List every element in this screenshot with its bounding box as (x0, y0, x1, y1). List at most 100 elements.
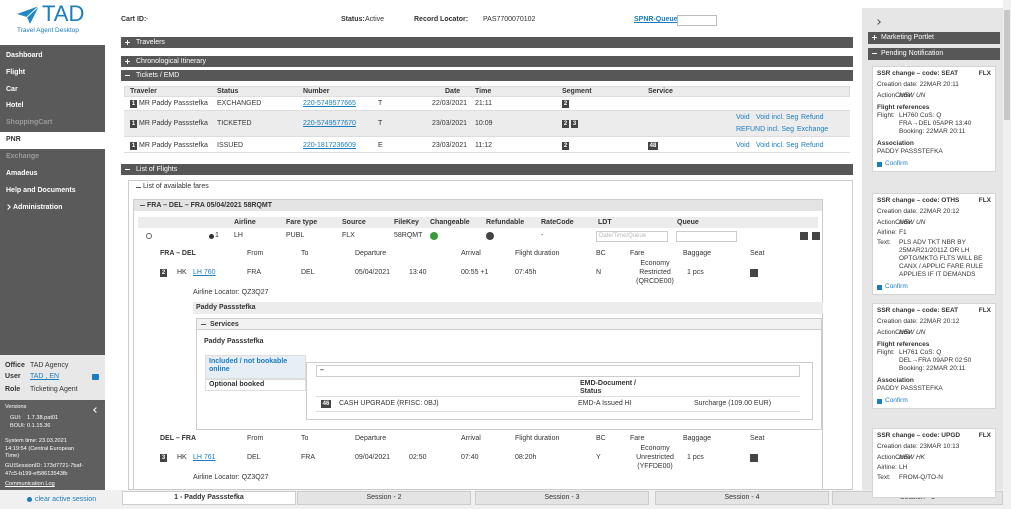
notification-line: DEL→FRA 09APR 02:50 (899, 357, 972, 364)
notification-lines: PLS ADV TKT NBR BY 25MAR21/2011Z OR LH OPT… (899, 239, 983, 279)
sidebar-versions (0, 400, 105, 490)
segment-column: Baggage (683, 435, 712, 442)
segment-index: 2 (160, 269, 167, 277)
cart-label: Cart ID: (121, 16, 147, 23)
notification-head: SSR change – code: SEAT FLX (877, 70, 991, 78)
segment-column: From (247, 250, 264, 257)
notification-value: NEW UN (899, 219, 926, 226)
segment-column: To (301, 250, 309, 257)
section-title: Chronological Itinerary (136, 58, 207, 65)
notification-text: Creation date: 22MAR 20:12 (877, 318, 960, 325)
menu-item[interactable]: Flight (6, 69, 26, 76)
logout-icon (92, 374, 99, 380)
notification-line: LH760 CoS: Q (899, 112, 942, 119)
segment-from: FRA (247, 269, 261, 276)
emd-bar (316, 365, 800, 377)
segment-status: HK (177, 269, 187, 276)
ticket-action[interactable]: REFUND incl. Seg (736, 126, 794, 133)
notification-row: ActionCode: NEW UN (877, 219, 991, 227)
offer-title: FRA – DEL – FRA 05/04/2021 58RQMT (147, 202, 273, 209)
menu-item[interactable]: Administration (13, 204, 63, 211)
section-bar[interactable] (121, 37, 853, 48)
service-tab[interactable]: Included / not bookable online (209, 358, 288, 373)
ticket-action[interactable]: Refund (801, 142, 824, 149)
ticket-action[interactable]: Refund (801, 114, 824, 121)
notification-source: FLX (978, 307, 991, 314)
menu-item[interactable]: Exchange (6, 153, 40, 160)
sidebar-menu (0, 45, 105, 355)
confirm-label: Confirm (885, 397, 908, 404)
notification-source: FLX (978, 432, 991, 439)
fare-airline: LH (234, 232, 243, 239)
ticket-number[interactable]: 220-5749577665 (303, 100, 356, 107)
fare-radio[interactable] (146, 233, 152, 239)
edit-button[interactable] (800, 232, 808, 240)
confirm-icon (877, 161, 882, 167)
menu-item[interactable]: ShoppingCart (6, 119, 53, 126)
confirm-button[interactable]: Confirm (877, 283, 991, 291)
menu-item[interactable]: PNR (6, 136, 21, 143)
queue-input[interactable] (677, 15, 717, 26)
delete-button[interactable] (812, 232, 820, 240)
ticket-number[interactable]: 220-1817236609 (303, 142, 356, 149)
user-value[interactable]: TAD , EN (30, 373, 60, 380)
confirm-icon (877, 398, 882, 404)
segment-baggage: 1 pcs (687, 454, 704, 461)
role-label: Role (5, 386, 21, 393)
status-label: Status: (341, 16, 365, 23)
fare-column: Changeable (430, 219, 470, 226)
ticket-column: Status (217, 88, 239, 95)
confirm-button[interactable]: Confirm (877, 397, 991, 405)
ticket-action[interactable]: Void incl. Seg (756, 142, 799, 149)
section-bar[interactable] (121, 70, 853, 81)
scrollbar (1003, 0, 1011, 490)
toggle-icon-h (125, 169, 130, 170)
segment-index: 3 (160, 454, 167, 462)
segment-to: DEL (301, 269, 315, 276)
refundable-icon (486, 232, 494, 240)
seat-button[interactable] (750, 454, 758, 462)
services-traveler-title: Paddy Passstefka (196, 304, 256, 311)
segment-bc: Y (596, 454, 601, 461)
marketing-bar[interactable] (868, 32, 1000, 44)
session-tab[interactable]: Session - 4 (655, 491, 829, 505)
locator-value: PAS7700070102 (483, 16, 536, 23)
segment-column: To (301, 435, 309, 442)
communication-log[interactable]: Communication Log (5, 481, 55, 487)
menu-item[interactable]: Dashboard (6, 52, 43, 59)
seat-button[interactable] (750, 269, 758, 277)
session-tab[interactable]: 1 - Paddy Passstefka (122, 491, 296, 505)
confirm-button[interactable]: Confirm (877, 160, 991, 168)
confirm-label: Confirm (885, 283, 908, 290)
ticket-action[interactable]: Void (736, 142, 750, 149)
pending-bar[interactable] (868, 48, 1000, 60)
ticket-action[interactable]: Exchange (797, 126, 829, 133)
menu-item[interactable]: Hotel (6, 102, 24, 109)
segment-column: Flight duration (515, 250, 560, 257)
marketing-title: Marketing Portlet (881, 34, 934, 41)
flight-number[interactable]: LH 760 (193, 269, 216, 276)
section-bar[interactable] (121, 56, 853, 67)
section-bar[interactable] (121, 164, 853, 175)
emd-toggle[interactable]: – (320, 367, 324, 374)
flight-number[interactable]: LH 761 (193, 454, 216, 461)
queue-input[interactable] (676, 231, 737, 242)
service-tab[interactable]: Optional booked (209, 381, 265, 388)
clear-session[interactable]: clear active session (35, 496, 97, 503)
ticket-action[interactable]: Void (736, 114, 750, 121)
menu-item[interactable]: Car (6, 86, 18, 93)
ticket-number[interactable]: 220-5749577670 (303, 120, 356, 127)
session-tab[interactable]: Session - 3 (475, 491, 649, 505)
ticket-action[interactable]: Void incl. Seg (756, 114, 799, 121)
segment-fare: Economy (640, 260, 670, 267)
segment-box: 2 (562, 142, 569, 150)
notification-label: ActionCode: (877, 329, 913, 336)
ldt-input[interactable]: Date/Time/Queue (596, 231, 668, 242)
menu-item[interactable]: Help and Documents (6, 187, 76, 194)
notification-line: APPLIES IF IT DEMANDS (899, 271, 976, 278)
session-tab[interactable]: Session - 2 (297, 491, 471, 505)
menu-item[interactable]: Amadeus (6, 170, 38, 177)
section-title: Tickets / EMD (136, 72, 180, 79)
notification-title: SSR change – code: SEAT (877, 307, 959, 314)
